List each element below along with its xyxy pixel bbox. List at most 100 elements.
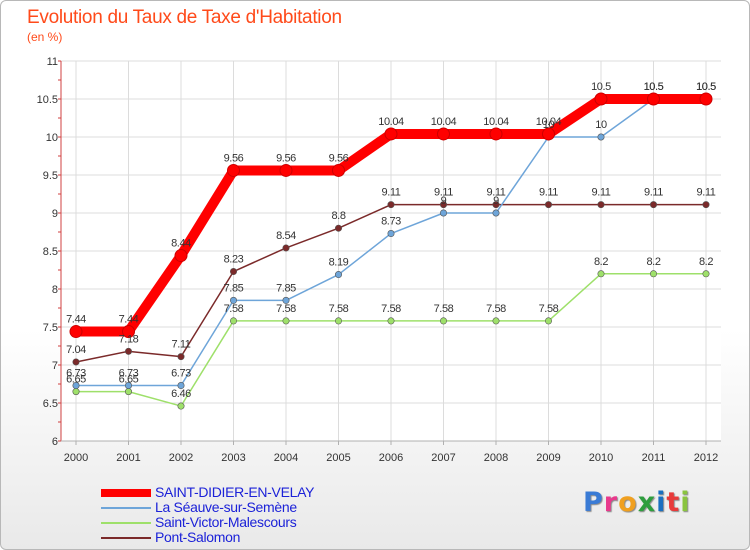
data-label-3: 9.11 [487,187,506,199]
data-label-2: 8.2 [699,256,713,268]
data-label-3: 8.54 [276,230,296,242]
chart-title: Evolution du Taux de Taxe d'Habitation [27,7,342,28]
data-point-3 [125,347,133,355]
data-label-2: 7.58 [486,303,506,315]
y-tick-label: 10 [46,132,58,144]
y-tick-label: 7 [52,360,58,372]
chart-subtitle: (en %) [27,30,63,44]
data-label-3: 8.8 [331,210,345,222]
x-tick-label: 2002 [169,452,193,464]
data-point-1 [230,296,238,304]
data-point-1 [334,271,342,279]
legend-label: Saint-Victor-Malescours [155,514,297,530]
legend-swatch [101,522,151,524]
data-label-0: 10.04 [431,116,457,128]
data-point-0 [699,92,713,106]
data-label-0: 10.5 [644,81,664,93]
data-point-0 [227,163,240,177]
x-tick-label: 2011 [642,452,666,464]
data-point-3 [72,358,80,366]
data-label-0: 9.56 [329,152,349,164]
data-label-1: 10.5 [696,81,716,93]
data-label-0: 10.04 [536,116,562,128]
data-point-2 [387,317,395,325]
data-point-2 [282,317,290,325]
data-label-2: 7.58 [276,303,296,315]
y-tick-label: 9.5 [43,170,58,182]
y-tick-label: 6 [52,436,58,448]
x-tick-label: 2001 [116,452,140,464]
data-label-2: 7.58 [539,303,559,315]
data-label-3: 9.11 [434,187,453,199]
data-point-0 [542,127,555,141]
data-label-3: 9.11 [644,187,663,199]
data-point-1 [125,382,133,390]
y-tick-label: 9 [52,208,58,220]
data-point-2 [177,402,185,410]
data-label-3: 7.11 [172,339,191,351]
legend-swatch [101,537,151,539]
data-point-0 [332,163,345,177]
data-point-1 [439,209,447,217]
data-label-1: 10.5 [644,81,664,93]
y-tick-label: 10.5 [37,94,58,106]
y-tick-label: 7.5 [43,322,58,334]
y-tick-label: 8.5 [43,246,58,258]
data-point-0 [384,127,398,141]
data-label-1: 6.73 [171,368,191,380]
x-tick-label: 2004 [274,452,298,464]
data-label-2: 6.65 [119,374,139,386]
data-label-0: 10.5 [591,81,611,93]
data-point-2 [492,317,500,325]
data-label-2: 8.2 [646,256,660,268]
logo-letter: i [656,487,667,518]
data-label-1: 8.73 [381,216,401,228]
data-label-2: 8.2 [594,256,608,268]
x-tick-label: 2003 [221,452,245,464]
data-label-0: 7.44 [119,314,139,326]
data-label-3: 8.23 [224,254,244,266]
data-point-3 [177,353,185,361]
logo-letter: t [666,487,681,518]
data-point-3 [597,201,605,209]
data-label-2: 7.58 [329,303,349,315]
data-point-1 [282,296,290,304]
data-label-1: 7.85 [276,282,296,294]
data-label-3: 7.04 [66,344,86,356]
data-point-2 [230,317,238,325]
data-label-1: 10 [543,119,555,131]
data-point-1 [177,382,185,390]
legend-swatch [101,507,151,509]
logo-letter: x [637,487,657,518]
data-label-0: 7.44 [66,314,86,326]
data-point-3 [544,201,552,209]
data-label-1: 6.73 [119,368,139,380]
data-label-1: 10 [595,119,607,131]
logo-letter: r [603,487,619,518]
data-label-2: 6.46 [171,388,191,400]
x-tick-label: 2012 [694,452,718,464]
data-label-2: 7.58 [224,303,244,315]
data-label-2: 6.65 [66,374,86,386]
data-label-0: 10.5 [696,81,716,93]
logo-letter: i [680,487,691,518]
data-point-1 [72,382,80,390]
data-label-0: 9.56 [276,152,296,164]
proxiti-logo: Proxiti [583,487,691,518]
data-point-2 [125,388,133,396]
x-tick-label: 2008 [484,452,508,464]
x-tick-label: 2006 [379,452,403,464]
legend-swatch [101,489,151,497]
data-label-3: 9.11 [697,187,716,199]
data-point-3 [387,201,395,209]
data-label-1: 6.73 [66,368,86,380]
data-label-0: 9.56 [224,152,244,164]
x-tick-label: 2005 [326,452,350,464]
data-label-3: 9.11 [592,187,611,199]
data-point-0 [647,92,660,106]
data-point-2 [439,317,447,325]
data-point-3 [282,244,290,252]
data-point-3 [702,201,710,209]
data-point-0 [437,127,450,141]
